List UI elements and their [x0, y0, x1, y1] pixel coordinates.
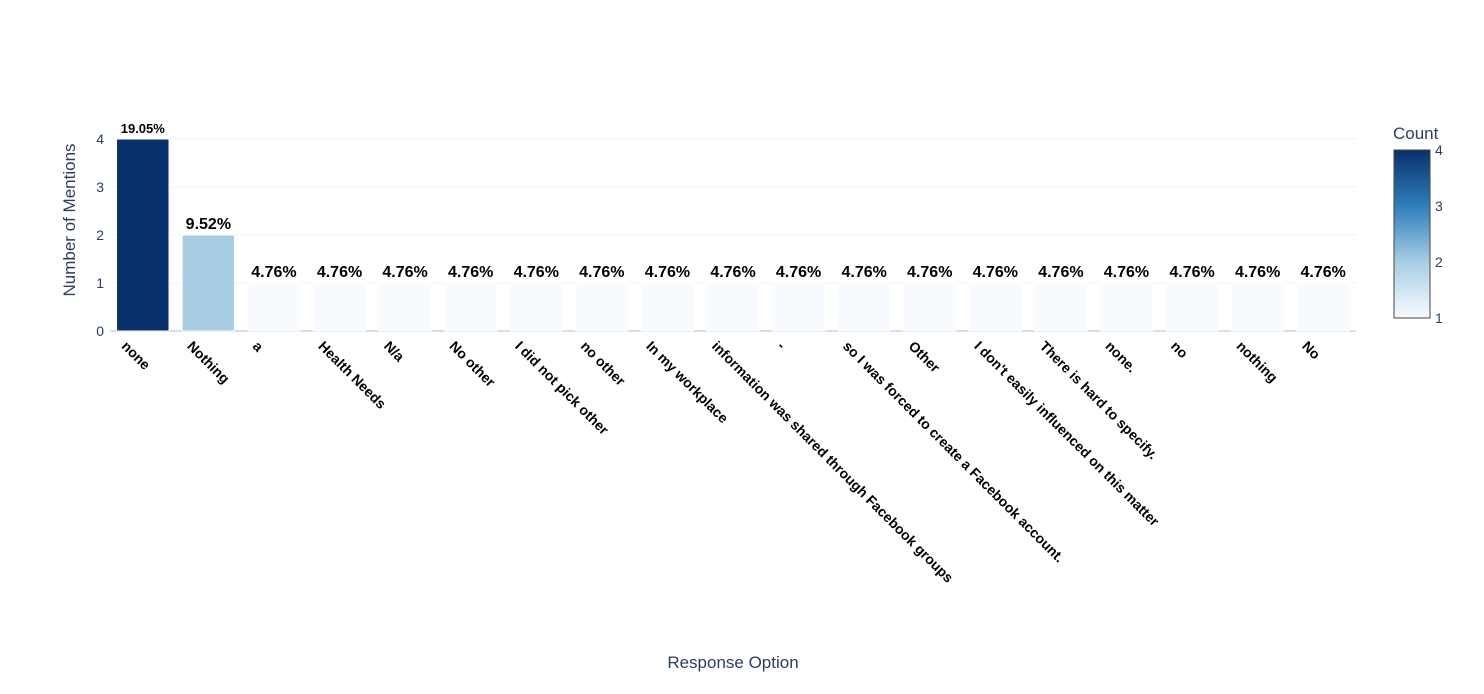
- bar: [247, 282, 301, 332]
- x-tick-label: nothing: [1234, 338, 1282, 386]
- colorbar-tick-label: 3: [1435, 198, 1443, 214]
- bar: [116, 138, 170, 332]
- bar: [640, 282, 695, 332]
- colorbar-gradient: [1393, 149, 1431, 319]
- bars: [116, 138, 1350, 332]
- bar: [509, 282, 563, 332]
- y-tick-label: 2: [96, 227, 104, 243]
- x-tick-label: none: [119, 338, 154, 373]
- bar-value-label: 19.05%: [121, 121, 166, 136]
- bar: [1099, 282, 1154, 332]
- x-tick-label: Nothing: [184, 338, 233, 387]
- y-tick-label: 0: [96, 323, 104, 339]
- x-tick-label: N/a: [381, 338, 408, 365]
- colorbar: Count 1 2 3 4: [1393, 124, 1443, 326]
- bar: [443, 282, 498, 332]
- bar: [1296, 282, 1350, 332]
- colorbar-title: Count: [1393, 124, 1439, 143]
- colorbar-tick-label: 4: [1435, 142, 1443, 158]
- colorbar-ticks: 1 2 3 4: [1435, 142, 1443, 326]
- data-labels: 19.05% 9.52% 4.76% 4.76% 4.76% 4.76% 4.76% 4.76…: [121, 121, 1346, 281]
- bar: [1230, 282, 1285, 332]
- x-tick-label: Other: [906, 338, 944, 376]
- bar-value-label: 4.76%: [251, 264, 296, 281]
- bar: [1034, 282, 1088, 332]
- bar: [378, 282, 432, 332]
- x-tick-label: information was shared through Facebook …: [709, 338, 957, 586]
- bar: [575, 282, 629, 332]
- x-tick-label: Health Needs: [315, 338, 389, 412]
- y-axis-title: Number of Mentions: [60, 143, 79, 296]
- y-tick-label: 4: [96, 131, 104, 147]
- x-tick-label: no: [1168, 338, 1191, 361]
- bar: [312, 282, 367, 332]
- colorbar-tick-label: 1: [1435, 310, 1443, 326]
- y-axis-ticks: 0 1 2 3 4: [96, 131, 104, 339]
- bar-value-label: 4.76%: [776, 264, 821, 281]
- bar: [968, 282, 1023, 332]
- x-tick-label: There is hard to specify.: [1037, 338, 1161, 462]
- bar-value-label: 4.76%: [1169, 264, 1214, 281]
- bar-value-label: 4.76%: [1104, 264, 1149, 281]
- bar: [771, 282, 826, 332]
- x-tick-label: so I was forced to create a Facebook acc…: [840, 338, 1068, 566]
- x-tick-label: none.: [1102, 338, 1140, 376]
- bar-value-label: 4.76%: [1301, 264, 1346, 281]
- bar-value-label: 9.52%: [186, 216, 231, 233]
- bar-value-label: 4.76%: [1235, 264, 1280, 281]
- bar: [903, 282, 957, 332]
- bar-value-label: 4.76%: [579, 264, 624, 281]
- x-tick-label: No other: [447, 338, 499, 390]
- bar-value-label: 4.76%: [382, 264, 427, 281]
- bar-value-label: 4.76%: [841, 264, 886, 281]
- bar-value-label: 4.76%: [710, 264, 755, 281]
- bar: [1165, 282, 1219, 332]
- x-tick-label: No: [1299, 338, 1324, 363]
- bar: [837, 282, 891, 332]
- bar-value-label: 4.76%: [514, 264, 559, 281]
- bar-value-label: 4.76%: [973, 264, 1018, 281]
- y-tick-label: 3: [96, 179, 104, 195]
- x-tick-label: -: [774, 338, 789, 353]
- bar-value-label: 4.76%: [448, 264, 493, 281]
- x-tick-label: a: [250, 338, 267, 355]
- bar-value-label: 4.76%: [317, 264, 362, 281]
- bar-value-label: 4.76%: [907, 264, 952, 281]
- bar-value-label: 4.76%: [645, 264, 690, 281]
- bar: [181, 234, 236, 332]
- x-axis-title: Response Option: [667, 653, 798, 672]
- x-tick-label: no other: [578, 338, 629, 389]
- bar-value-label: 4.76%: [1038, 264, 1083, 281]
- colorbar-tick-label: 2: [1435, 254, 1443, 270]
- y-tick-label: 1: [96, 275, 104, 291]
- bar: [706, 282, 760, 332]
